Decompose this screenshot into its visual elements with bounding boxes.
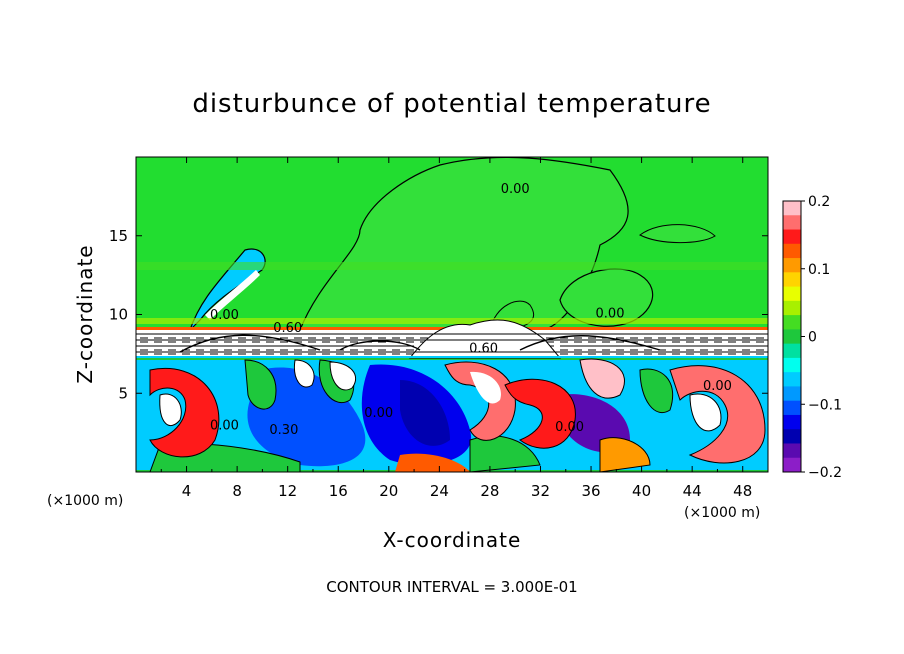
colorbar-tick-label: −0.1 [808, 397, 842, 413]
colorbar-swatch [783, 201, 801, 216]
y-axis-ticks: 5 10 15 [109, 227, 768, 402]
upper-anomaly [299, 157, 629, 331]
contour-interval-note: CONTOUR INTERVAL = 3.000E-01 [326, 578, 577, 596]
upper-band [136, 262, 768, 270]
x-tick-label: 48 [733, 482, 752, 500]
x-tick-label: 4 [182, 482, 192, 500]
colorbar-tick-label: 0.1 [808, 262, 830, 278]
colorbar-swatch [783, 272, 801, 288]
upper-anomaly [205, 270, 260, 320]
x-unit-left: (×1000 m) [47, 493, 123, 509]
contour-label: 0.30 [269, 423, 298, 438]
warm-swirl [444, 361, 516, 441]
colorbar-swatch [783, 457, 801, 473]
contour-label: 0.00 [210, 418, 239, 433]
x-tick-label: 20 [379, 482, 398, 500]
colorbar-tick-label: 0.2 [808, 194, 830, 210]
x-tick-label: 16 [329, 482, 348, 500]
colorbar-tick-label: 0 [808, 330, 817, 346]
warm-swirl [293, 359, 315, 388]
upper-band [136, 318, 768, 324]
lower-green-region [639, 368, 674, 413]
contour-labels: 0.00 0.00 0.00 0.60 0.60 0.00 0.30 0.00 0.00 0.00 [210, 182, 732, 438]
y-tick-label: 15 [109, 227, 128, 245]
warm-swirl [599, 437, 651, 472]
colorbar-swatch [783, 400, 801, 416]
contour-label: 0.00 [596, 307, 625, 322]
x-tick-label: 32 [531, 482, 550, 500]
warm-swirl [504, 378, 576, 449]
x-tick-label: 8 [232, 482, 242, 500]
warm-swirl [579, 358, 625, 399]
colorbar-ticks: 0.2 0.1 0 −0.1 −0.2 [801, 194, 842, 481]
x-tick-label: 44 [683, 482, 702, 500]
inversion-contours [179, 334, 661, 353]
colorbar-swatch [783, 414, 801, 430]
warm-swirl [689, 393, 722, 432]
contour-label: 0.00 [501, 182, 530, 197]
x-tick-label: 28 [480, 482, 499, 500]
colorbar-swatch [783, 215, 801, 231]
lower-green-region [244, 359, 277, 410]
colorbar-swatch [783, 386, 801, 402]
colorbar-swatch [783, 372, 801, 387]
y-axis-label: Z-coordinate [73, 244, 97, 383]
colorbar-swatch [783, 429, 801, 444]
warm-swirl [149, 368, 220, 458]
colorbar-swatch [783, 443, 801, 459]
x-axis-ticks: 4 8 12 16 20 24 28 32 36 40 44 48 [160, 157, 752, 500]
contour-label: 0.00 [364, 406, 393, 421]
x-axis-label: X-coordinate [383, 528, 522, 552]
contour-label: 0.60 [273, 321, 302, 336]
colorbar-swatch [783, 329, 801, 345]
x-tick-label: 36 [581, 482, 600, 500]
colorbar-tick-label: −0.2 [808, 465, 842, 481]
colorbar-swatch [783, 343, 801, 359]
plot-area [136, 157, 768, 472]
colorbar-swatch [783, 229, 801, 245]
warm-swirl [159, 393, 182, 426]
x-tick-label: 24 [430, 482, 449, 500]
colorbar-swatch [783, 258, 801, 273]
lower-blue-region [400, 380, 450, 446]
upper-anomaly [639, 224, 716, 244]
x-unit-right: (×1000 m) [684, 505, 760, 521]
contour-label: 0.00 [210, 308, 239, 323]
contour-label: 0.00 [555, 420, 584, 435]
colorbar-swatch [783, 243, 801, 259]
contour-label: 0.00 [703, 379, 732, 394]
inversion-contours [136, 333, 768, 353]
colorbar-swatch [783, 286, 801, 302]
warm-swirl [329, 361, 357, 391]
y-tick-label: 10 [109, 306, 128, 324]
warm-swirl [395, 453, 470, 472]
warm-swirl [470, 371, 501, 404]
x-tick-label: 40 [632, 482, 651, 500]
warm-swirl [669, 365, 766, 464]
colorbar [782, 200, 802, 473]
colorbar-swatch [783, 315, 801, 330]
colorbar-swatch [783, 357, 801, 373]
chart-title: disturbunce of potential temperature [192, 89, 711, 119]
contour-label: 0.60 [469, 341, 498, 356]
inversion-cyan-line [136, 356, 768, 358]
colorbar-swatch [783, 300, 801, 316]
y-tick-label: 5 [118, 384, 128, 402]
x-tick-label: 12 [278, 482, 297, 500]
